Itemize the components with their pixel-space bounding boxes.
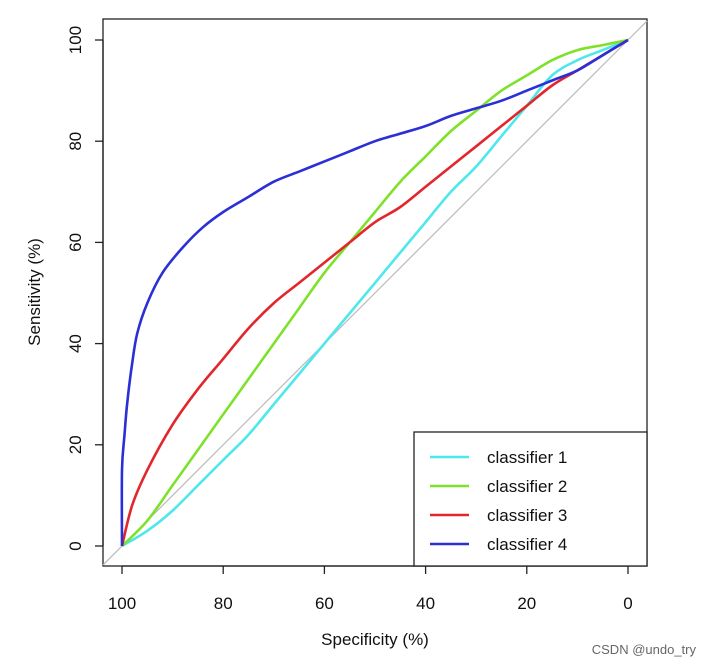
- y-tick-label: 40: [66, 334, 85, 353]
- watermark-text: CSDN @undo_try: [591, 642, 696, 657]
- x-tick-label: 0: [623, 594, 632, 613]
- legend-label-2: classifier 2: [487, 477, 567, 496]
- y-tick-label: 60: [66, 233, 85, 252]
- series-line-2: [121, 38, 629, 547]
- y-tick-label: 100: [66, 26, 85, 54]
- legend-label-4: classifier 4: [487, 535, 567, 554]
- legend-label-1: classifier 1: [487, 448, 567, 467]
- series-lines: [120, 38, 629, 548]
- x-tick-label: 80: [214, 594, 233, 613]
- y-axis: 0 20 40 60 80 100: [66, 26, 104, 551]
- x-tick-label: 20: [517, 594, 536, 613]
- series-line-4: [120, 38, 629, 547]
- series-line-3: [120, 38, 629, 547]
- y-axis-title: Sensitivity (%): [25, 238, 44, 346]
- legend-label-3: classifier 3: [487, 506, 567, 525]
- reference-diagonal: [102, 20, 648, 566]
- y-tick-label: 80: [66, 132, 85, 151]
- y-tick-label: 0: [66, 541, 85, 550]
- x-tick-label: 60: [315, 594, 334, 613]
- x-axis-title: Specificity (%): [321, 630, 429, 649]
- x-tick-label: 40: [416, 594, 435, 613]
- y-tick-label: 20: [66, 435, 85, 454]
- x-tick-label: 100: [108, 594, 136, 613]
- x-axis: 100 80 60 40 20 0: [108, 565, 633, 613]
- legend: classifier 1 classifier 2 classifier 3 clas…: [413, 431, 648, 567]
